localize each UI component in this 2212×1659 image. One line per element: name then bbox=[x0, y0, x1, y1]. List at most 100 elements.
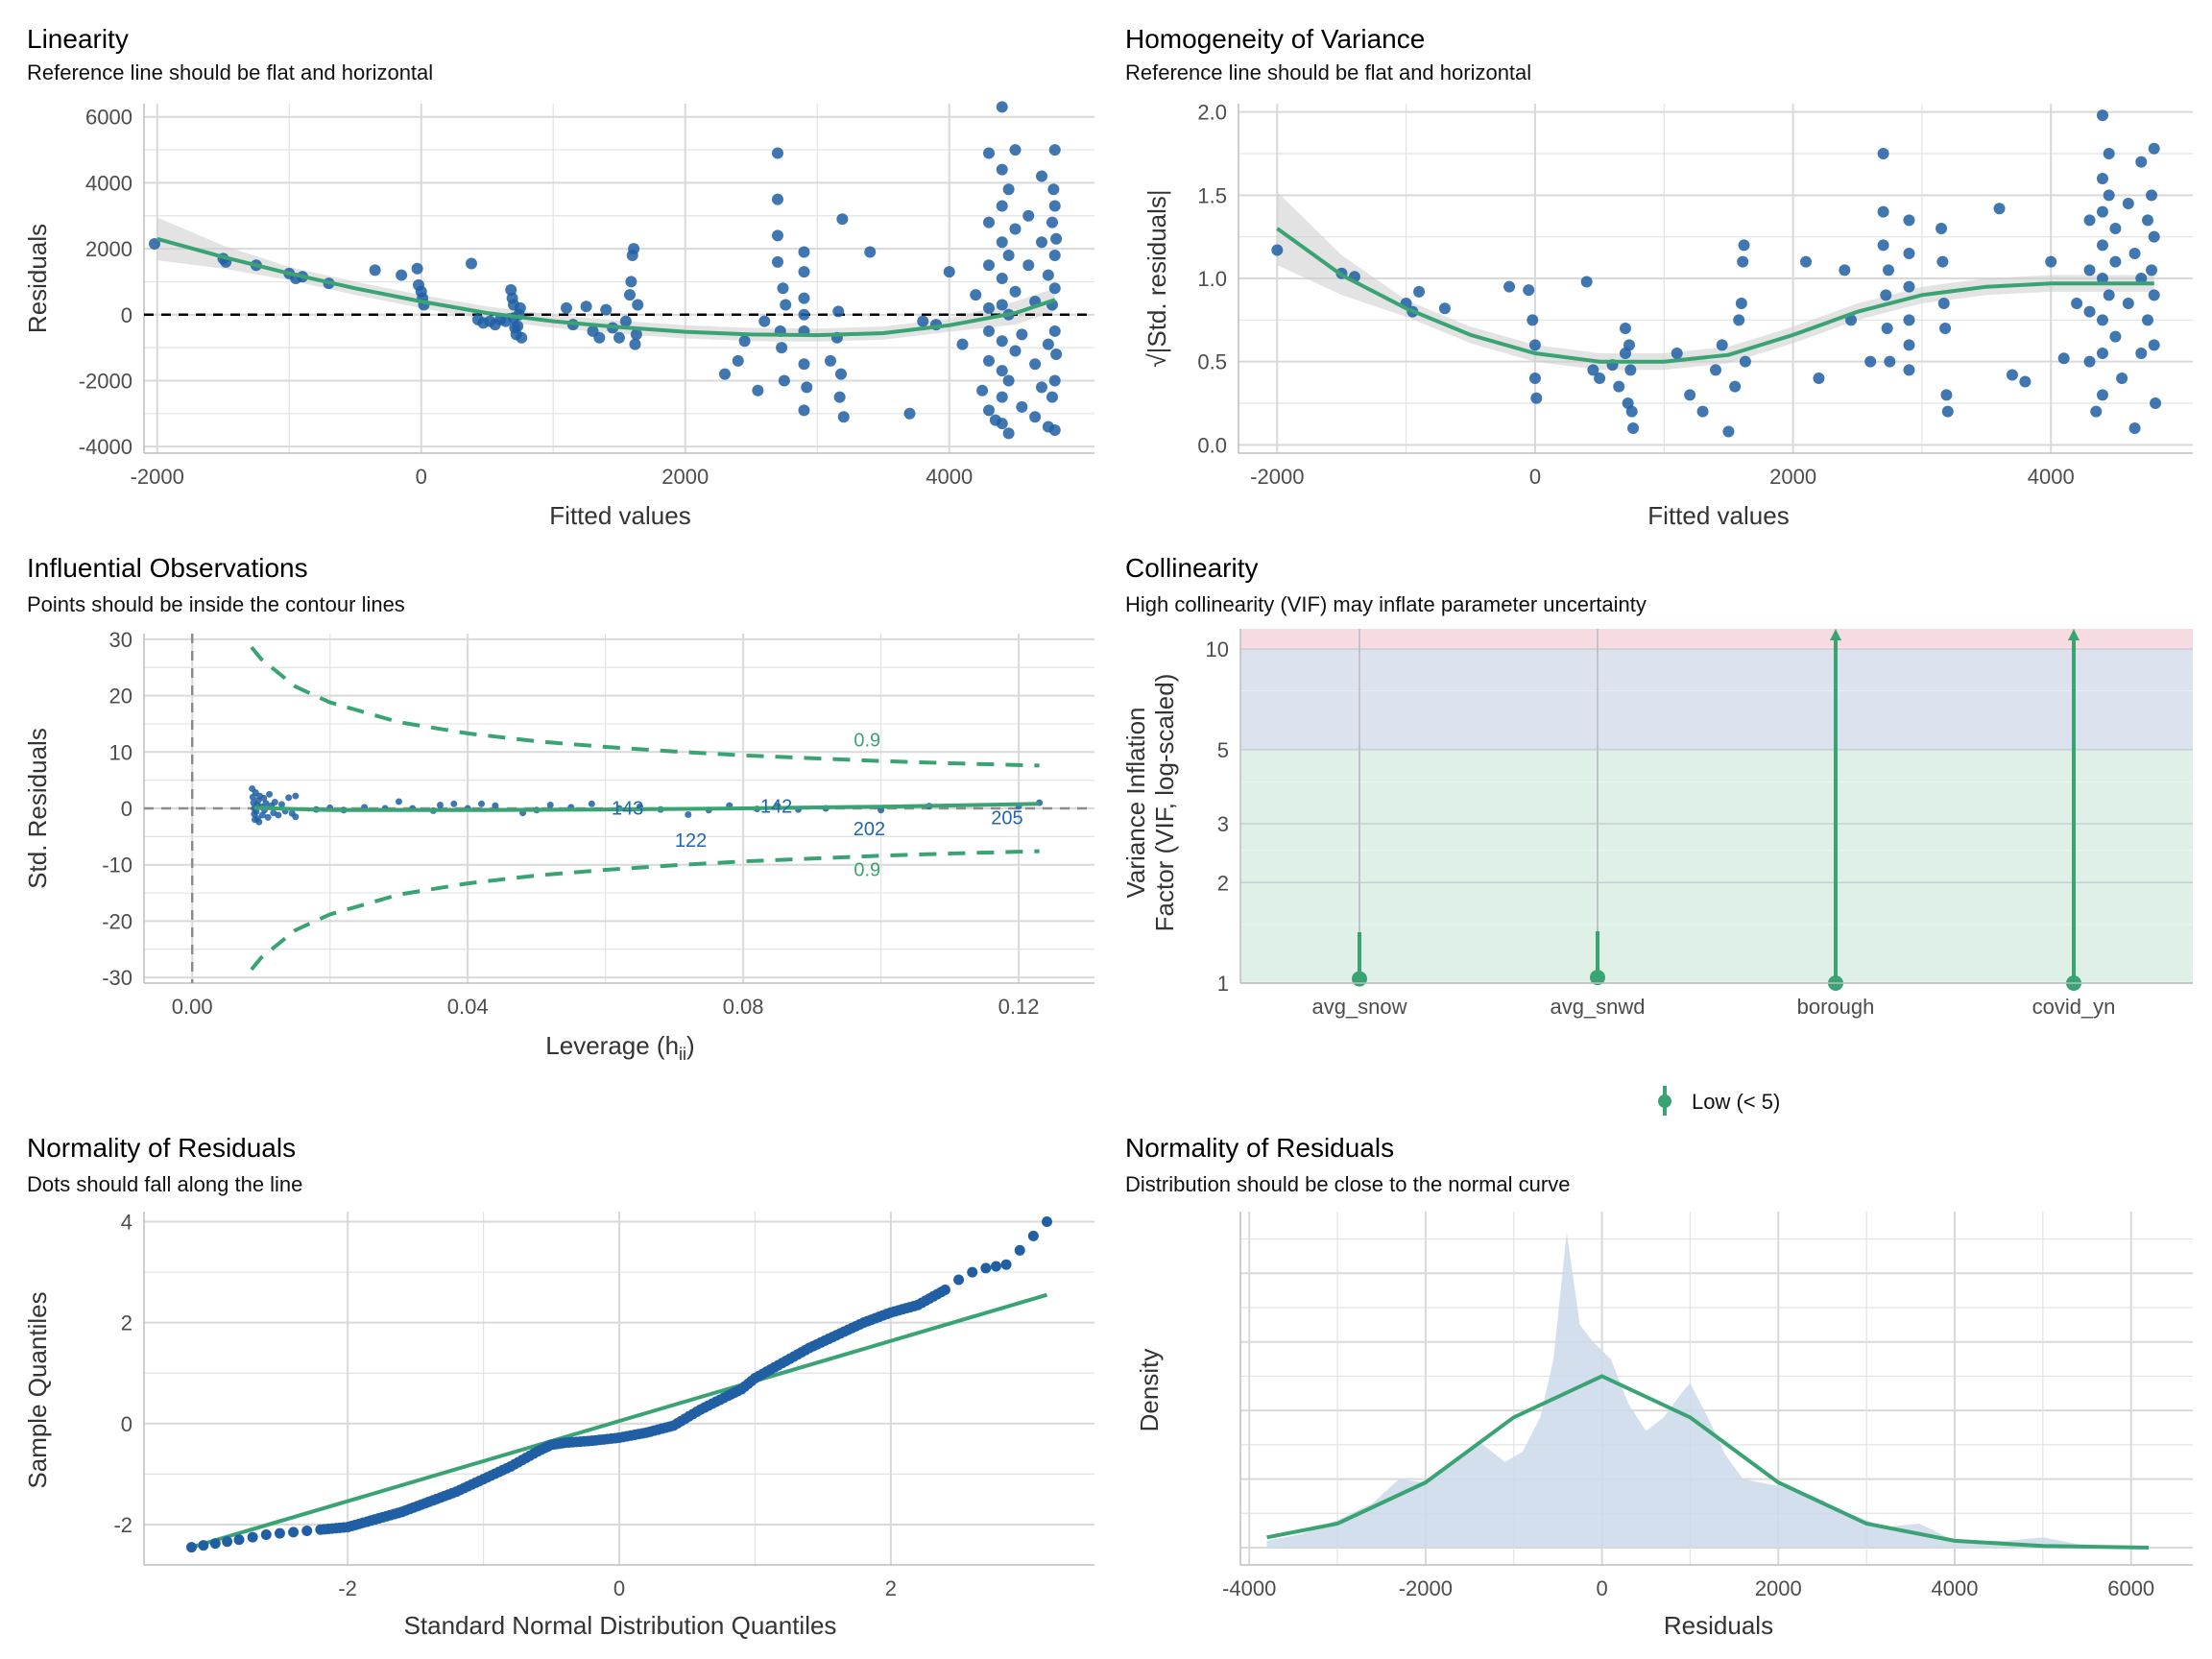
linearity-point bbox=[752, 384, 764, 397]
linearity-point bbox=[943, 266, 955, 278]
legend-dot-key bbox=[1658, 1094, 1671, 1108]
linearity-point bbox=[1050, 232, 1063, 245]
linearity-point bbox=[917, 315, 929, 327]
influential-smooth-line bbox=[253, 802, 1040, 812]
homogeneity-x-tick-label: -2000 bbox=[1250, 465, 1304, 489]
linearity-point bbox=[613, 331, 625, 344]
density-plot-area: -4000 -2000 0 2000 4000 6000 bbox=[1222, 1212, 2193, 1600]
homogeneity-point bbox=[2128, 422, 2141, 434]
homogeneity-point bbox=[1903, 364, 1915, 376]
influential-y-tick-label: 30 bbox=[109, 628, 132, 652]
qq-point bbox=[198, 1540, 209, 1551]
linearity-point bbox=[149, 237, 160, 250]
linearity-point bbox=[628, 243, 640, 255]
collinearity-y-tick-label: 2 bbox=[1217, 871, 1229, 895]
linearity-point bbox=[1016, 328, 1028, 341]
influential-contour-label: 0.9 bbox=[854, 731, 880, 752]
linearity-point bbox=[600, 303, 613, 316]
homogeneity-point bbox=[1739, 355, 1751, 368]
influential-y-tick-label: 10 bbox=[109, 740, 132, 764]
homogeneity-point bbox=[1937, 298, 1950, 309]
influential-y-tick-label: 20 bbox=[109, 685, 132, 709]
homogeneity-point bbox=[1619, 323, 1631, 334]
linearity-point bbox=[1016, 400, 1028, 413]
linearity-point bbox=[798, 308, 810, 321]
linearity-point bbox=[970, 289, 982, 301]
linearity-point bbox=[1048, 325, 1061, 337]
homogeneity-x-tick-label: 2000 bbox=[1769, 465, 1816, 489]
homogeneity-point bbox=[2096, 273, 2108, 284]
influential-y-tick-label: -20 bbox=[102, 909, 132, 933]
linearity-point bbox=[619, 315, 632, 327]
homogeneity-point bbox=[2128, 248, 2141, 259]
influential-point bbox=[255, 818, 263, 826]
linearity-point bbox=[835, 368, 847, 380]
linearity-point bbox=[1022, 259, 1035, 272]
linearity-point bbox=[561, 301, 572, 314]
influential-y-tick-label: -10 bbox=[102, 854, 132, 878]
collinearity-x-tick-label: covid_yn bbox=[2032, 995, 2116, 1019]
homogeneity-point bbox=[1936, 223, 1948, 234]
linearity-y-tick-label: 6000 bbox=[85, 106, 132, 130]
homogeneity-point bbox=[2045, 255, 2057, 268]
influential-point-label: 205 bbox=[991, 807, 1022, 829]
influential-x-tick-label: 0.12 bbox=[998, 995, 1040, 1019]
linearity-point bbox=[1009, 285, 1022, 298]
linearity-point bbox=[1022, 209, 1035, 222]
homogeneity-point bbox=[2122, 198, 2134, 209]
collinearity-zone-moderate bbox=[1240, 649, 2193, 750]
linearity-point bbox=[825, 354, 836, 367]
collinearity-legend: Low (< 5) bbox=[1658, 1086, 1780, 1116]
density-x-tick-label: 4000 bbox=[1932, 1576, 1979, 1600]
density-subtitle: Distribution should be close to the norm… bbox=[1125, 1172, 1570, 1196]
homogeneity-point bbox=[1737, 255, 1749, 268]
linearity-point bbox=[624, 289, 636, 301]
influential-point bbox=[277, 801, 285, 808]
linearity-point bbox=[512, 320, 524, 332]
density-y-label: Density bbox=[1135, 1349, 1164, 1432]
homogeneity-point bbox=[1800, 255, 1813, 268]
qq-point bbox=[222, 1536, 233, 1548]
qq-point bbox=[953, 1274, 965, 1286]
homogeneity-point bbox=[2096, 173, 2108, 184]
qq-point bbox=[274, 1527, 285, 1539]
linearity-point bbox=[1009, 223, 1022, 235]
qq-y-label: Sample Quantiles bbox=[23, 1291, 52, 1488]
linearity-point bbox=[772, 255, 783, 268]
linearity-point bbox=[777, 282, 789, 295]
collinearity-plot-area: 1 2 3 5 10 avg_snow avg_snwd borough covid_yn bbox=[1206, 629, 2193, 1019]
homogeneity-point bbox=[1625, 405, 1638, 418]
homogeneity-title: Homogeneity of Variance bbox=[1125, 24, 1425, 54]
qq-x-tick-label: 2 bbox=[885, 1576, 897, 1600]
collinearity-x-tick-label: avg_snow bbox=[1311, 995, 1407, 1019]
homogeneity-point bbox=[2135, 156, 2148, 168]
linearity-point bbox=[411, 262, 423, 275]
linearity-point bbox=[629, 338, 641, 350]
linearity-point bbox=[996, 299, 1008, 311]
linearity-point bbox=[996, 273, 1008, 284]
linearity-point bbox=[983, 325, 995, 337]
homogeneity-point bbox=[1580, 276, 1593, 288]
linearity-point bbox=[996, 163, 1008, 176]
linearity-point bbox=[798, 358, 810, 371]
homogeneity-point bbox=[2148, 230, 2160, 243]
homogeneity-y-tick-label: 0.5 bbox=[1197, 350, 1227, 374]
homogeneity-y-tick-label: 2.0 bbox=[1197, 101, 1227, 125]
qq-x-tick-label: -2 bbox=[338, 1576, 357, 1600]
influential-point bbox=[292, 813, 300, 821]
influential-point-label: 143 bbox=[612, 798, 643, 819]
linearity-x-tick-label: 2000 bbox=[661, 465, 709, 489]
linearity-point bbox=[738, 335, 751, 348]
linearity-point bbox=[832, 305, 845, 318]
density-x-tick-label: -4000 bbox=[1222, 1576, 1276, 1600]
collinearity-y-tick-label: 5 bbox=[1217, 738, 1229, 762]
linearity-y-tick-label: -4000 bbox=[79, 435, 132, 459]
homogeneity-point bbox=[2135, 348, 2148, 359]
homogeneity-point bbox=[2096, 314, 2108, 326]
homogeneity-point bbox=[1696, 405, 1709, 418]
homogeneity-point bbox=[2135, 273, 2148, 284]
linearity-point bbox=[1036, 170, 1047, 182]
homogeneity-point bbox=[2122, 298, 2134, 309]
influential-point bbox=[395, 798, 402, 805]
linearity-confidence-band bbox=[156, 217, 1055, 342]
